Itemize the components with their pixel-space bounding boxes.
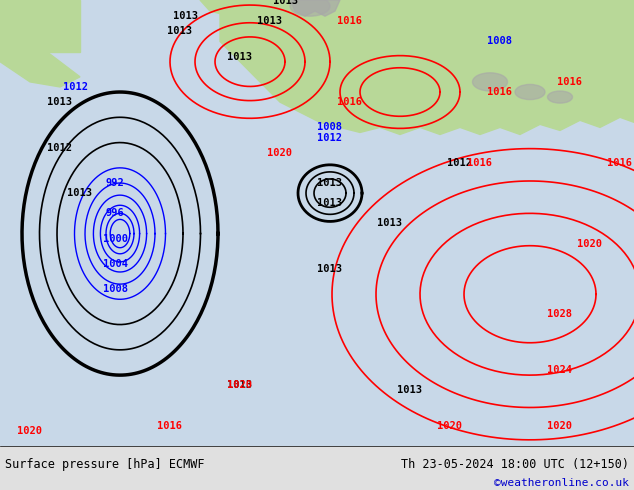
Text: 1020: 1020 <box>437 421 462 431</box>
Text: 1012: 1012 <box>448 158 472 168</box>
Text: 1008: 1008 <box>488 36 512 47</box>
Text: 1004: 1004 <box>103 259 127 269</box>
Text: 1013: 1013 <box>377 219 403 228</box>
Ellipse shape <box>472 73 507 91</box>
Text: 1013: 1013 <box>228 380 252 390</box>
Text: 1013: 1013 <box>318 178 342 188</box>
Text: 1016: 1016 <box>488 87 512 97</box>
Text: 1016: 1016 <box>467 158 493 168</box>
Text: 1020: 1020 <box>578 239 602 249</box>
Text: 1013: 1013 <box>167 26 193 36</box>
Text: 1013: 1013 <box>67 188 93 198</box>
Ellipse shape <box>290 0 330 16</box>
Polygon shape <box>200 0 634 33</box>
Text: 1020: 1020 <box>18 426 42 436</box>
Polygon shape <box>290 0 340 16</box>
Text: 1012: 1012 <box>48 143 72 152</box>
Text: 1028: 1028 <box>548 310 573 319</box>
Text: 1012: 1012 <box>63 82 87 92</box>
Polygon shape <box>310 0 634 107</box>
Text: Surface pressure [hPa] ECMWF: Surface pressure [hPa] ECMWF <box>5 458 205 471</box>
Text: 1016: 1016 <box>337 97 363 107</box>
Text: 1013: 1013 <box>398 385 422 395</box>
Text: 1013: 1013 <box>273 0 297 6</box>
Polygon shape <box>0 0 80 87</box>
Text: 1016: 1016 <box>337 16 363 26</box>
Text: 1013: 1013 <box>318 264 342 274</box>
Text: 992: 992 <box>106 178 124 188</box>
Bar <box>0 0 80 51</box>
Text: 1012: 1012 <box>318 132 342 143</box>
Text: 1008: 1008 <box>318 122 342 132</box>
Text: 1016: 1016 <box>557 77 583 87</box>
Text: 1024: 1024 <box>548 365 573 375</box>
Text: 1008: 1008 <box>103 284 127 294</box>
Text: 1013: 1013 <box>48 97 72 107</box>
Text: 1020: 1020 <box>548 421 573 431</box>
Text: 1013: 1013 <box>318 198 342 208</box>
Ellipse shape <box>515 84 545 99</box>
Text: 1020: 1020 <box>228 380 252 390</box>
Text: ©weatheronline.co.uk: ©weatheronline.co.uk <box>494 478 629 488</box>
Text: 1013: 1013 <box>228 51 252 62</box>
Text: Th 23-05-2024 18:00 UTC (12+150): Th 23-05-2024 18:00 UTC (12+150) <box>401 458 629 471</box>
Text: 1020: 1020 <box>268 147 292 158</box>
Text: 1013: 1013 <box>257 16 283 26</box>
Text: 1016: 1016 <box>607 158 633 168</box>
Text: 1000: 1000 <box>103 234 127 244</box>
Text: 1013: 1013 <box>172 11 198 21</box>
Ellipse shape <box>548 91 573 103</box>
Text: 996: 996 <box>106 208 124 219</box>
Text: 1016: 1016 <box>157 421 183 431</box>
Polygon shape <box>220 0 634 134</box>
